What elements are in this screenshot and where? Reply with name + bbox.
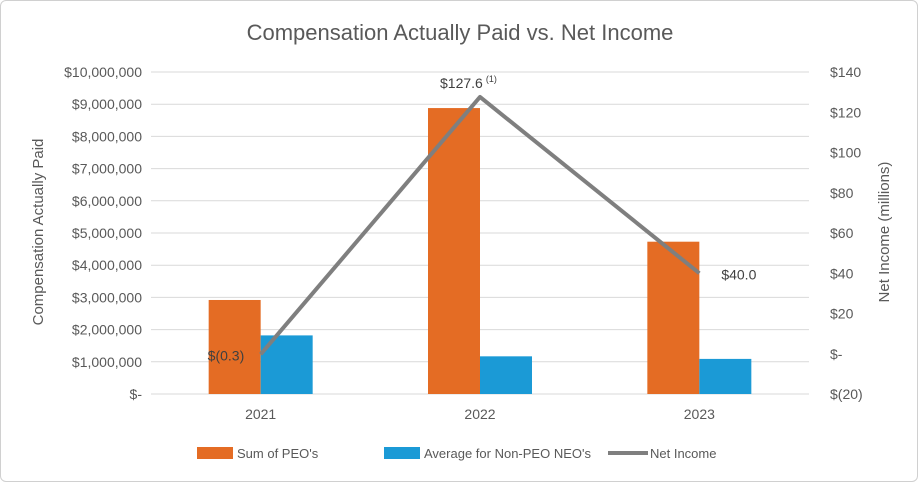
- net-income-line-group: [259, 94, 701, 356]
- legend: Sum of PEO's Average for Non-PEO NEO's Net…: [197, 446, 716, 461]
- y-tick-label: $4,000,000: [72, 257, 142, 273]
- legend-label: Net Income: [650, 446, 716, 461]
- left-axis-ticks: $- $1,000,000 $2,000,000 $3,000,000 $4,000,0…: [64, 64, 142, 402]
- bar-peo-2021: [208, 299, 261, 394]
- y-tick-label: $7,000,000: [72, 161, 142, 177]
- legend-label: Average for Non-PEO NEO's: [424, 446, 591, 461]
- legend-swatch: [197, 447, 233, 459]
- data-label-2022: $127.6: [440, 75, 483, 91]
- y-tick-label: $9,000,000: [72, 96, 142, 112]
- x-tick-label: 2022: [464, 406, 495, 422]
- y-tick-label: $6,000,000: [72, 193, 142, 209]
- legend-label: Sum of PEO's: [237, 446, 319, 461]
- y-tick-label: $3,000,000: [72, 289, 142, 305]
- bars: [208, 108, 752, 395]
- data-label-2021: $(0.3): [208, 347, 245, 363]
- y2-tick-label: $40: [830, 265, 854, 281]
- bar-peo-2022: [428, 108, 480, 395]
- y-axis-title: Compensation Actually Paid: [30, 139, 47, 326]
- y2-axis-title: Net Income (millions): [876, 162, 893, 303]
- data-labels: $(0.3) $127.6 (1) $40.0: [208, 74, 757, 363]
- y2-tick-label: $20: [830, 306, 854, 322]
- y2-tick-label: $100: [830, 145, 861, 161]
- x-tick-label: 2021: [245, 406, 276, 422]
- category-labels: 2021 2022 2023: [245, 406, 715, 422]
- bar-non-peo-2022: [480, 356, 532, 394]
- data-label-footnote: (1): [486, 74, 497, 84]
- chart-title: Compensation Actually Paid vs. Net Incom…: [247, 20, 674, 45]
- y-tick-label: $1,000,000: [72, 354, 142, 370]
- y-tick-label: $5,000,000: [72, 225, 142, 241]
- net-income-line: [259, 94, 701, 356]
- y-tick-label: $10,000,000: [64, 64, 142, 80]
- y2-tick-label: $140: [830, 64, 861, 80]
- y2-tick-label: $(20): [830, 386, 863, 402]
- x-tick-label: 2023: [684, 406, 715, 422]
- legend-swatch: [384, 447, 420, 459]
- y-tick-label: $2,000,000: [72, 322, 142, 338]
- bar-non-peo-2023: [699, 358, 752, 394]
- right-axis-ticks: $(20) $- $20 $40 $60 $80 $100 $120 $140: [830, 64, 863, 402]
- y2-tick-label: $60: [830, 225, 854, 241]
- y2-tick-label: $80: [830, 185, 854, 201]
- y2-tick-label: $120: [830, 104, 861, 120]
- y2-tick-label: $-: [830, 346, 843, 362]
- y-tick-label: $-: [130, 386, 143, 402]
- y-tick-label: $8,000,000: [72, 128, 142, 144]
- data-label-2023: $40.0: [721, 266, 756, 282]
